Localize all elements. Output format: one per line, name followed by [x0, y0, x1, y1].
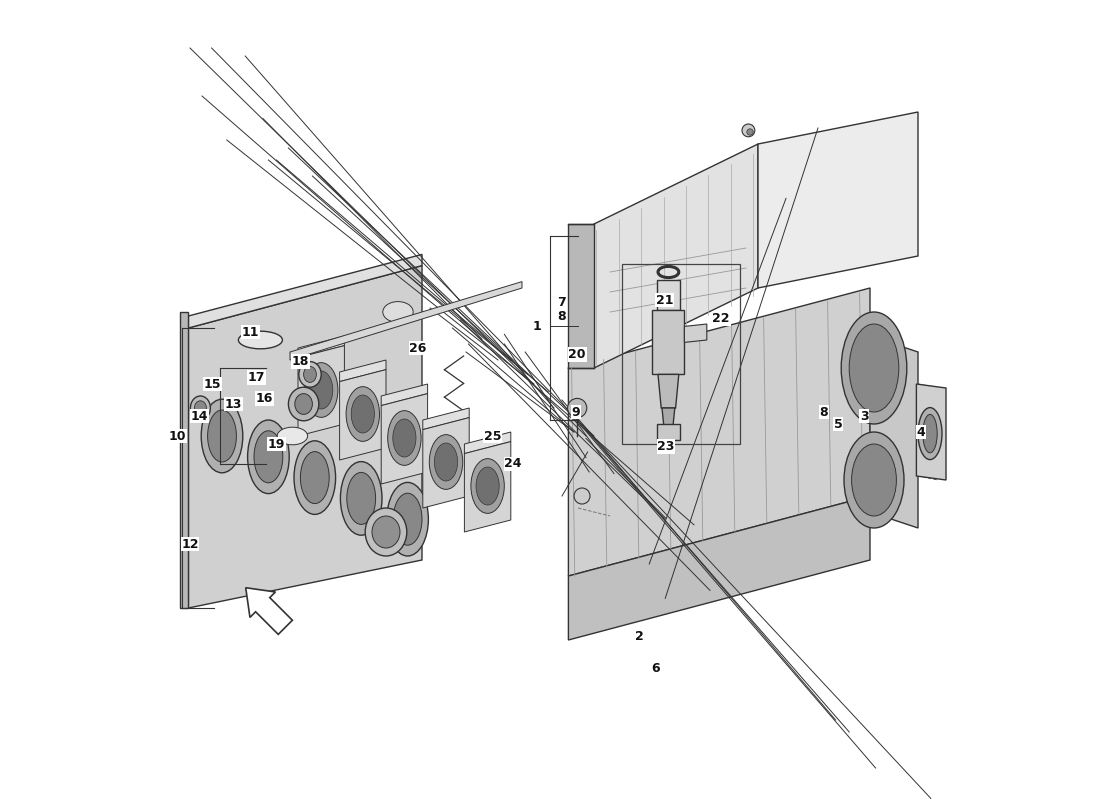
Ellipse shape [851, 444, 896, 516]
Text: 4: 4 [916, 426, 925, 438]
Circle shape [747, 129, 754, 135]
Polygon shape [916, 384, 946, 480]
Polygon shape [870, 336, 918, 528]
Ellipse shape [309, 371, 333, 409]
Ellipse shape [434, 443, 458, 481]
Ellipse shape [346, 386, 380, 442]
Ellipse shape [190, 396, 210, 420]
Ellipse shape [842, 312, 906, 424]
Polygon shape [382, 384, 428, 406]
Text: 1: 1 [532, 320, 541, 333]
Ellipse shape [346, 472, 375, 525]
Ellipse shape [195, 401, 207, 415]
Polygon shape [290, 282, 522, 360]
Ellipse shape [387, 482, 428, 556]
Polygon shape [684, 324, 707, 342]
Ellipse shape [248, 420, 289, 494]
Ellipse shape [201, 399, 243, 473]
Polygon shape [180, 312, 188, 608]
Polygon shape [382, 394, 428, 484]
Polygon shape [188, 254, 422, 328]
Text: 13: 13 [224, 398, 242, 410]
Polygon shape [658, 374, 679, 408]
Text: 7: 7 [558, 296, 566, 309]
Polygon shape [464, 432, 510, 454]
Circle shape [574, 488, 590, 504]
Circle shape [448, 454, 461, 466]
Ellipse shape [383, 302, 414, 322]
Ellipse shape [277, 427, 308, 445]
Bar [621, 264, 740, 444]
Text: 23: 23 [658, 440, 674, 453]
Text: 2: 2 [635, 630, 643, 642]
Text: 19: 19 [267, 438, 285, 450]
Ellipse shape [305, 362, 338, 418]
Ellipse shape [300, 452, 329, 504]
Ellipse shape [923, 414, 937, 453]
Polygon shape [657, 280, 680, 310]
Ellipse shape [393, 493, 422, 546]
Text: 20: 20 [569, 348, 586, 361]
Circle shape [742, 124, 755, 137]
Text: 16: 16 [255, 392, 273, 405]
Ellipse shape [844, 432, 904, 528]
Circle shape [568, 398, 586, 418]
Text: 25: 25 [484, 430, 502, 442]
Text: 14: 14 [191, 410, 208, 422]
Ellipse shape [918, 408, 942, 459]
Ellipse shape [365, 508, 407, 556]
Polygon shape [245, 588, 293, 634]
Polygon shape [422, 418, 470, 508]
Ellipse shape [476, 467, 499, 505]
Ellipse shape [304, 366, 317, 382]
Polygon shape [652, 310, 684, 374]
Text: 15: 15 [204, 378, 221, 390]
Ellipse shape [254, 431, 283, 483]
Polygon shape [464, 442, 510, 532]
Text: 12: 12 [182, 538, 199, 550]
Text: 5: 5 [834, 418, 843, 430]
Ellipse shape [294, 441, 335, 514]
Ellipse shape [372, 516, 400, 548]
Text: 3: 3 [860, 410, 869, 422]
Polygon shape [569, 224, 594, 368]
Polygon shape [422, 408, 470, 430]
Text: 22: 22 [713, 312, 730, 325]
Text: 9: 9 [571, 406, 580, 418]
Polygon shape [340, 360, 386, 382]
Text: 26: 26 [409, 342, 427, 354]
Text: 10: 10 [168, 430, 186, 442]
Text: 8: 8 [820, 406, 828, 418]
Ellipse shape [299, 362, 321, 387]
Polygon shape [758, 112, 918, 288]
Ellipse shape [849, 324, 899, 412]
Ellipse shape [208, 410, 236, 462]
Ellipse shape [471, 458, 504, 514]
Ellipse shape [387, 410, 421, 466]
Text: 24: 24 [505, 458, 522, 470]
Polygon shape [340, 370, 386, 460]
Ellipse shape [393, 419, 416, 457]
Polygon shape [298, 336, 344, 358]
Polygon shape [569, 288, 870, 576]
Polygon shape [662, 408, 674, 432]
Text: 8: 8 [558, 310, 566, 322]
Ellipse shape [239, 331, 283, 349]
Text: 6: 6 [651, 662, 660, 674]
Text: 21: 21 [656, 294, 673, 306]
Ellipse shape [295, 394, 312, 414]
Circle shape [478, 494, 490, 505]
Ellipse shape [429, 434, 463, 490]
Text: 17: 17 [248, 371, 265, 384]
Ellipse shape [288, 387, 319, 421]
Text: 18: 18 [292, 355, 309, 368]
Polygon shape [298, 346, 344, 436]
Ellipse shape [340, 462, 382, 535]
Polygon shape [657, 424, 680, 440]
Polygon shape [569, 496, 870, 640]
Polygon shape [594, 144, 758, 368]
Polygon shape [188, 266, 422, 608]
Text: 11: 11 [242, 326, 260, 338]
Ellipse shape [351, 395, 374, 433]
